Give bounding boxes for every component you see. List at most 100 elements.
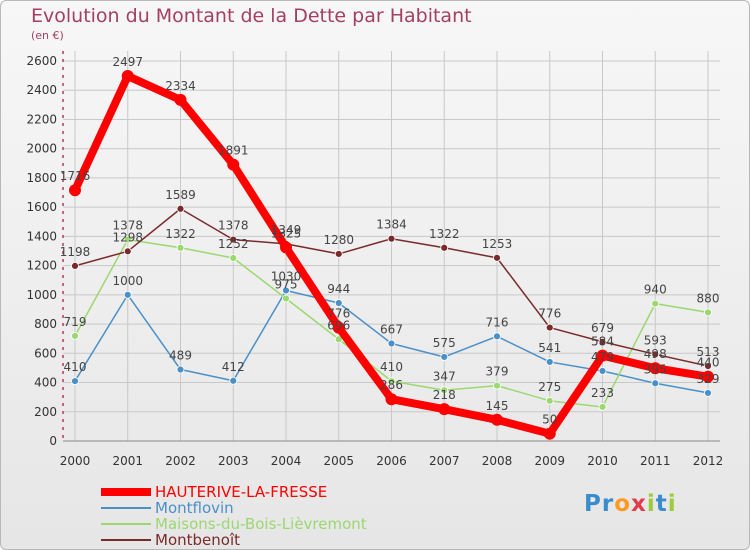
logo-letter: P <box>584 491 602 517</box>
data-label: 667 <box>380 323 403 337</box>
data-label: 940 <box>644 283 667 297</box>
data-point <box>282 294 290 303</box>
data-point <box>123 247 132 256</box>
data-point <box>598 403 607 411</box>
data-point <box>387 234 396 243</box>
data-label: 1252 <box>218 237 249 251</box>
data-point <box>176 243 185 252</box>
legend-item: Maisons-du-Bois-Lièvremont <box>101 516 367 532</box>
data-label: 2334 <box>165 79 196 93</box>
data-label: 395 <box>644 362 667 376</box>
data-point <box>543 427 556 440</box>
data-label: 410 <box>380 360 403 374</box>
data-label: 696 <box>327 318 350 332</box>
logo-letter: x <box>631 491 647 517</box>
x-tick-label: 2002 <box>165 454 196 468</box>
data-label: 218 <box>433 388 456 402</box>
x-tick-label: 2012 <box>693 454 724 468</box>
data-point <box>493 332 501 341</box>
logo-letter: t <box>655 491 668 517</box>
data-label: 1891 <box>218 144 249 158</box>
proxiti-logo: Proxiti <box>584 491 677 517</box>
data-point <box>704 362 712 370</box>
data-point <box>69 184 81 197</box>
data-label: 1349 <box>271 223 302 237</box>
data-label: 379 <box>486 365 509 379</box>
y-tick-label: 1400 <box>26 229 57 243</box>
data-point <box>598 367 607 375</box>
data-point <box>121 70 134 83</box>
x-tick-label: 2010 <box>587 454 618 468</box>
data-label: 1716 <box>60 169 91 183</box>
data-point <box>71 262 79 270</box>
data-label: 1253 <box>482 237 513 251</box>
y-tick-label: 2200 <box>26 112 57 126</box>
data-point <box>176 365 185 374</box>
data-point <box>227 158 240 171</box>
data-point <box>334 299 343 307</box>
data-label: 776 <box>327 307 350 321</box>
data-label: 975 <box>275 278 298 292</box>
x-tick-label: 2004 <box>271 454 302 468</box>
x-tick-label: 2009 <box>534 454 565 468</box>
data-point <box>334 250 343 258</box>
logo-letter: o <box>614 491 632 517</box>
legend-label: Montbenoît <box>155 530 240 549</box>
legend-swatch <box>101 507 151 509</box>
data-point <box>176 204 185 213</box>
x-tick-label: 2008 <box>482 454 513 468</box>
y-tick-label: 800 <box>34 317 57 331</box>
data-label: 1000 <box>112 274 143 288</box>
y-tick-label: 1800 <box>26 171 57 185</box>
data-label: 233 <box>591 386 614 400</box>
data-label: 1322 <box>165 227 196 241</box>
data-label: 719 <box>64 315 87 329</box>
legend-swatch <box>101 539 151 541</box>
data-label: 412 <box>222 360 245 374</box>
data-point <box>545 358 554 366</box>
data-point <box>229 235 238 244</box>
x-tick-label: 2005 <box>323 454 354 468</box>
x-tick-label: 2006 <box>376 454 407 468</box>
data-label: 1322 <box>429 227 460 241</box>
data-label: 584 <box>591 335 614 349</box>
y-tick-label: 1600 <box>26 200 57 214</box>
data-label: 1378 <box>218 219 249 233</box>
logo-letter: r <box>601 491 615 517</box>
data-label: 1325 <box>271 226 302 240</box>
legend-swatch <box>101 488 151 496</box>
data-label: 679 <box>591 321 614 335</box>
data-point <box>123 235 132 244</box>
legend-label: HAUTERIVE-LA-FRESSE <box>155 482 328 501</box>
data-label: 50 <box>542 413 557 427</box>
logo-letter: i <box>667 491 677 517</box>
data-point <box>123 290 132 299</box>
data-label: 329 <box>697 372 720 386</box>
legend-label: Maisons-du-Bois-Lièvremont <box>155 514 367 533</box>
logo-letter: i <box>646 491 656 517</box>
data-label: 1280 <box>323 233 354 247</box>
data-point <box>545 396 554 405</box>
legend-item: Montflovin <box>101 500 367 516</box>
data-point <box>387 339 396 348</box>
data-point <box>491 413 503 426</box>
data-point <box>438 403 451 416</box>
y-tick-label: 2600 <box>26 54 57 68</box>
data-label: 347 <box>433 369 456 383</box>
y-tick-label: 2400 <box>26 83 57 97</box>
data-point <box>229 254 238 262</box>
data-point <box>493 253 501 262</box>
data-label: 498 <box>644 347 667 361</box>
data-point <box>440 353 449 361</box>
data-point <box>282 286 290 295</box>
data-label: 1384 <box>376 218 407 232</box>
data-label: 541 <box>538 341 561 355</box>
data-point <box>229 376 238 385</box>
data-point <box>545 323 554 332</box>
data-point <box>280 241 292 254</box>
y-tick-label: 0 <box>49 434 57 448</box>
x-tick-label: 2003 <box>218 454 249 468</box>
y-tick-label: 400 <box>34 376 57 390</box>
data-point <box>440 243 449 252</box>
